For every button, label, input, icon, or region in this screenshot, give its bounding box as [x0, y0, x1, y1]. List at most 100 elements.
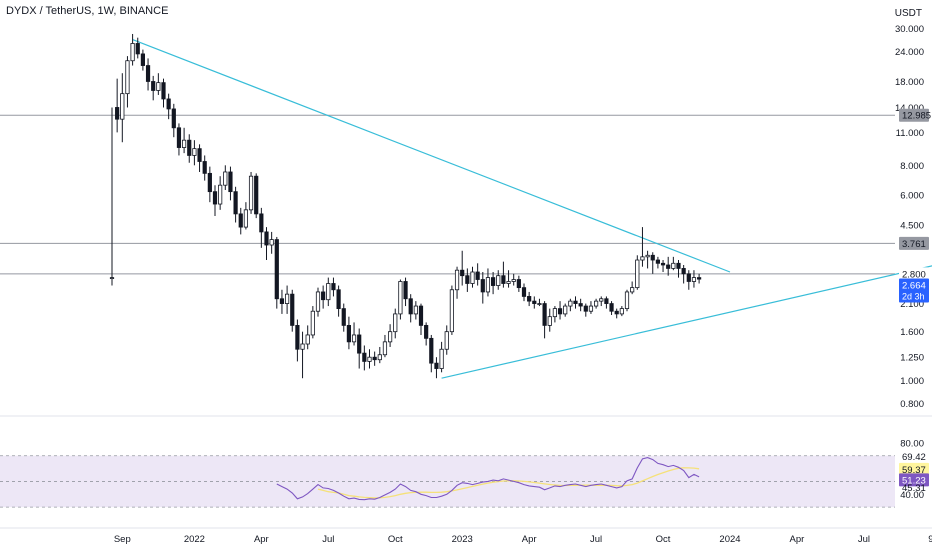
candle[interactable]: [238, 207, 243, 235]
candle[interactable]: [300, 331, 305, 379]
candle[interactable]: [645, 250, 650, 269]
candle[interactable]: [290, 289, 295, 332]
candle[interactable]: [120, 73, 125, 143]
candle[interactable]: [393, 308, 398, 339]
candle[interactable]: [387, 324, 393, 347]
candle[interactable]: [357, 328, 362, 369]
candle[interactable]: [192, 140, 197, 166]
candle[interactable]: [547, 308, 552, 332]
candle[interactable]: [331, 277, 336, 297]
candle[interactable]: [573, 296, 578, 309]
candle[interactable]: [465, 268, 470, 292]
candle[interactable]: [269, 231, 274, 254]
candle[interactable]: [578, 298, 583, 312]
candle[interactable]: [125, 56, 130, 108]
candle[interactable]: [444, 325, 449, 355]
candle[interactable]: [248, 171, 254, 214]
candle[interactable]: [568, 298, 573, 312]
candle[interactable]: [284, 285, 290, 314]
candle[interactable]: [321, 285, 326, 309]
candle[interactable]: [532, 296, 537, 309]
candle[interactable]: [315, 287, 321, 317]
candle[interactable]: [377, 346, 382, 364]
candle[interactable]: [537, 298, 542, 307]
candle[interactable]: [650, 252, 655, 274]
candle[interactable]: [166, 93, 171, 120]
candle[interactable]: [382, 334, 388, 358]
candle[interactable]: [151, 75, 156, 101]
candle[interactable]: [212, 185, 218, 216]
candle[interactable]: [583, 303, 588, 317]
candle[interactable]: [434, 357, 439, 379]
candle[interactable]: [557, 301, 563, 320]
candle[interactable]: [599, 296, 604, 307]
candle[interactable]: [485, 268, 491, 297]
candle[interactable]: [202, 155, 207, 181]
candle[interactable]: [156, 73, 161, 95]
candle[interactable]: [470, 266, 475, 288]
candle[interactable]: [429, 334, 434, 373]
candle[interactable]: [527, 291, 532, 307]
candle[interactable]: [115, 78, 120, 133]
candle[interactable]: [187, 134, 192, 163]
candle[interactable]: [516, 275, 521, 292]
candle[interactable]: [161, 78, 166, 108]
candle[interactable]: [460, 250, 465, 286]
candle[interactable]: [686, 270, 691, 290]
rsi-ma-line[interactable]: [317, 467, 700, 499]
candle[interactable]: [398, 279, 403, 320]
candle[interactable]: [233, 186, 238, 223]
candle[interactable]: [424, 322, 429, 346]
candle[interactable]: [310, 306, 315, 339]
candle[interactable]: [408, 294, 413, 323]
candle[interactable]: [454, 266, 460, 299]
candle[interactable]: [490, 271, 496, 295]
candle[interactable]: [130, 33, 135, 66]
candle[interactable]: [604, 296, 609, 309]
candle[interactable]: [274, 236, 279, 309]
trendline-0[interactable]: [132, 39, 731, 273]
candle[interactable]: [506, 270, 511, 288]
candle[interactable]: [326, 277, 331, 307]
candle[interactable]: [681, 264, 686, 284]
candle[interactable]: [630, 281, 635, 295]
candle[interactable]: [640, 227, 645, 267]
candle[interactable]: [176, 123, 182, 156]
candle[interactable]: [372, 351, 377, 366]
candle[interactable]: [542, 301, 547, 339]
candle[interactable]: [480, 271, 485, 304]
candle[interactable]: [666, 256, 671, 276]
candle[interactable]: [346, 316, 352, 350]
candle[interactable]: [295, 319, 300, 362]
candle[interactable]: [660, 260, 666, 272]
candle[interactable]: [418, 303, 424, 335]
candle[interactable]: [228, 166, 233, 201]
candle[interactable]: [413, 301, 418, 320]
candle[interactable]: [552, 306, 558, 323]
candle[interactable]: [563, 303, 568, 317]
candle[interactable]: [439, 341, 444, 373]
candle[interactable]: [336, 285, 341, 317]
candle[interactable]: [259, 207, 264, 248]
candle[interactable]: [671, 256, 676, 271]
candle[interactable]: [207, 166, 212, 203]
candle[interactable]: [676, 260, 681, 278]
candle[interactable]: [218, 176, 223, 210]
candle[interactable]: [496, 270, 501, 290]
candle[interactable]: [635, 255, 640, 290]
candle[interactable]: [279, 289, 285, 314]
candle[interactable]: [521, 283, 527, 302]
candle[interactable]: [140, 49, 145, 71]
candle[interactable]: [351, 322, 357, 346]
candle[interactable]: [449, 285, 455, 335]
candle[interactable]: [171, 103, 176, 138]
candle[interactable]: [655, 256, 661, 269]
candle[interactable]: [588, 301, 594, 314]
candle[interactable]: [475, 263, 480, 286]
candle[interactable]: [609, 301, 614, 316]
candle[interactable]: [594, 298, 599, 309]
candle[interactable]: [619, 306, 624, 317]
candle[interactable]: [403, 277, 408, 307]
candle[interactable]: [501, 261, 506, 288]
